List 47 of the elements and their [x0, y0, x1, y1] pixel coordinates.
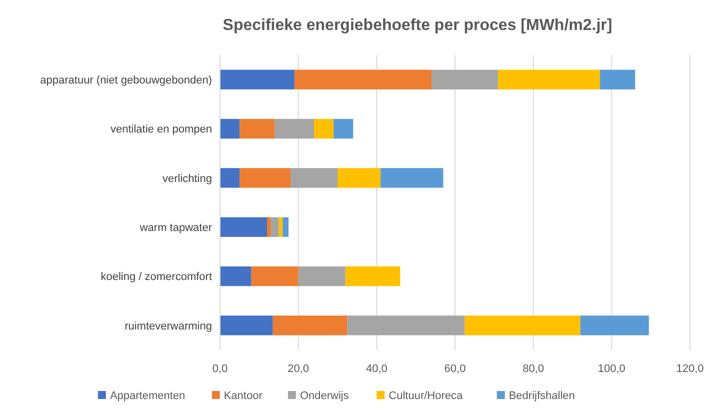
y-tick-label: verlichting: [162, 172, 212, 185]
y-tick-label: apparatuur (niet gebouwgebonden): [40, 74, 212, 86]
bar: [345, 266, 400, 286]
x-tick-label: 100,0: [598, 363, 626, 375]
y-tick-label: ventilatie en pompen: [110, 124, 212, 136]
bar: [240, 118, 275, 139]
bar: [334, 118, 354, 139]
bar: [580, 316, 649, 336]
bar: [220, 118, 240, 139]
bar: [314, 118, 334, 139]
y-tick-label: ruimteverwarming: [124, 320, 212, 332]
bar: [498, 70, 600, 90]
bar: [600, 70, 636, 90]
bar: [380, 168, 444, 188]
x-tick-label: 40,0: [366, 363, 388, 375]
bar: [347, 316, 465, 336]
x-tick-label: 120,0: [676, 363, 704, 375]
bar: [290, 168, 338, 188]
y-tick-label: koeling / zomercomfort: [100, 271, 212, 284]
chart-title: Specifieke energiebehoefte per proces [MWh/m2.jr]: [222, 17, 612, 34]
bar: [220, 168, 240, 188]
x-tick-label: 80,0: [522, 363, 544, 375]
x-tick-label: 60,0: [444, 363, 466, 375]
bar: [220, 70, 294, 90]
bar: [274, 118, 314, 139]
legend-label: Bedrijfshallen: [508, 390, 575, 402]
bar: [220, 266, 252, 286]
x-tick-label: 20,0: [288, 363, 310, 375]
bar: [298, 266, 346, 286]
x-tick-label: 0,0: [212, 363, 228, 375]
bar: [267, 217, 271, 237]
bar: [294, 70, 432, 90]
legend-label: Onderwijs: [300, 390, 350, 402]
bar: [220, 316, 273, 336]
bar: [464, 316, 580, 336]
bar: [432, 70, 498, 90]
bar: [220, 217, 267, 237]
bar: [270, 217, 279, 237]
bar: [240, 168, 290, 188]
bar: [282, 217, 289, 237]
legend-label: Cultuur/Horeca: [388, 390, 464, 402]
bar: [272, 316, 348, 336]
legend-label: Kantoor: [224, 390, 263, 402]
y-tick-label: warm tapwater: [138, 222, 212, 234]
bar: [338, 168, 381, 188]
bar: [251, 266, 298, 286]
legend-label: Appartementen: [110, 390, 186, 402]
